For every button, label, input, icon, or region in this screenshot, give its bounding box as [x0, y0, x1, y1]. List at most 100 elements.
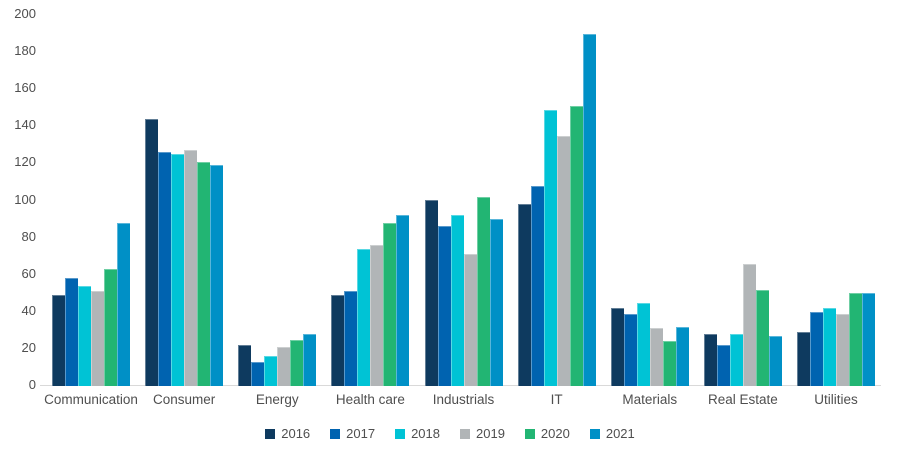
bar-group-energy [238, 0, 317, 386]
bar-group-industrials [424, 0, 503, 386]
bar-2020 [569, 106, 583, 386]
bar-group-materials [610, 0, 689, 386]
bar-group-communication [52, 0, 130, 386]
legend-swatch-icon [265, 428, 276, 439]
y-tick-label: 100 [14, 191, 36, 207]
y-tick-label: 180 [14, 43, 36, 59]
bar-2019 [91, 291, 104, 386]
bar-group-real-estate [703, 0, 782, 386]
bar-2021 [396, 215, 410, 386]
x-axis-labels: Communication Consumer Energy Health care In… [44, 392, 881, 407]
bar-2021 [582, 34, 596, 386]
bar-2016 [517, 204, 531, 386]
bar-2017 [530, 186, 544, 386]
bar-2018 [823, 308, 836, 386]
x-axis-label: Utilities [814, 392, 858, 407]
bar-2019 [277, 347, 291, 386]
bar-2020 [197, 162, 211, 386]
x-axis-label: Consumer [152, 392, 216, 407]
bar-2020 [849, 293, 862, 386]
bar-2017 [623, 314, 637, 386]
y-tick-label: 120 [14, 154, 36, 170]
y-axis: 0 20 40 60 80 100 120 140 160 180 200 [0, 0, 36, 392]
legend-item-2021: 2021 [589, 426, 635, 441]
bar-2018 [357, 249, 371, 386]
legend-swatch-icon [330, 428, 341, 439]
y-tick-label: 60 [21, 265, 36, 281]
bar-2018 [78, 286, 91, 386]
legend-item-2019: 2019 [460, 426, 505, 441]
legend-label: 2019 [476, 426, 505, 441]
bar-2019 [184, 150, 198, 386]
bar-2019 [649, 328, 663, 386]
bar-2020 [290, 340, 304, 386]
bar-2021 [862, 293, 875, 386]
y-tick-label: 20 [21, 339, 36, 355]
bar-2021 [768, 336, 782, 386]
bar-2020 [383, 223, 397, 386]
bar-2017 [251, 362, 265, 386]
bar-group-it [517, 0, 596, 386]
bar-2017 [65, 278, 78, 386]
x-axis-label: Energy [255, 392, 299, 407]
bar-2020 [662, 341, 676, 386]
bar-2021 [489, 219, 503, 386]
bar-2016 [331, 295, 345, 386]
y-tick-label: 40 [21, 302, 36, 318]
legend-label: 2018 [411, 426, 440, 441]
bar-2018 [450, 215, 464, 386]
bar-2018 [729, 334, 743, 386]
bar-2019 [370, 245, 384, 386]
legend-item-2017: 2017 [330, 426, 375, 441]
bar-group-utilities [797, 0, 875, 386]
bar-2021 [210, 165, 224, 386]
bar-2017 [344, 291, 358, 386]
plot-area [46, 0, 881, 386]
legend-swatch-icon [524, 428, 535, 439]
legend-swatch-icon [460, 428, 470, 439]
bar-2021 [675, 327, 689, 386]
bar-2016 [797, 332, 810, 386]
bar-2019 [463, 254, 477, 386]
bar-2016 [52, 295, 65, 386]
legend-label: 2017 [346, 426, 376, 441]
bar-2018 [543, 110, 557, 386]
legend-label: 2016 [281, 426, 311, 441]
bar-2021 [303, 334, 317, 386]
legend-swatch-icon [589, 428, 600, 439]
bar-2020 [476, 197, 490, 386]
bar-group-consumer [145, 0, 224, 386]
legend: 2016 2017 2018 2019 2020 2021 [0, 426, 900, 441]
bar-2020 [755, 290, 769, 386]
bar-2020 [104, 269, 117, 386]
legend-item-2018: 2018 [395, 426, 440, 441]
legend-swatch-icon [395, 428, 406, 439]
bar-2016 [424, 200, 438, 386]
bar-2019 [556, 136, 570, 386]
legend-label: 2021 [605, 426, 635, 441]
y-tick-label: 80 [21, 228, 36, 244]
bar-2018 [264, 356, 278, 386]
bar-2016 [610, 308, 624, 386]
bar-2016 [238, 345, 252, 386]
bar-2019 [836, 314, 849, 386]
bar-2016 [703, 334, 717, 386]
bar-2018 [636, 303, 650, 386]
bar-2017 [810, 312, 823, 386]
y-tick-label: 200 [14, 6, 36, 21]
x-axis-label: Industrials [432, 392, 495, 407]
bar-2017 [437, 226, 451, 386]
legend-label: 2020 [540, 426, 570, 441]
x-axis-label: Health care [335, 392, 405, 407]
y-tick-label: 0 [28, 377, 36, 392]
x-axis-label: Communication [44, 392, 138, 407]
legend-item-2016: 2016 [265, 426, 310, 441]
y-tick-label: 160 [14, 80, 36, 96]
legend-item-2020: 2020 [524, 426, 570, 441]
x-axis-label: Real Estate [707, 392, 778, 407]
y-tick-label: 140 [14, 117, 36, 133]
bar-2019 [742, 264, 756, 386]
x-axis-label: IT [550, 392, 563, 407]
bar-2021 [117, 223, 130, 386]
